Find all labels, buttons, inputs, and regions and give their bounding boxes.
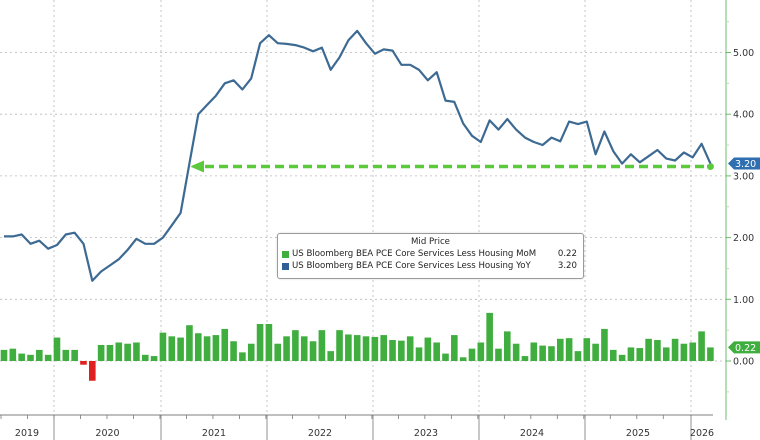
svg-text:3.00: 3.00 bbox=[733, 171, 754, 182]
gridlines bbox=[0, 0, 726, 420]
svg-text:0.00: 0.00 bbox=[733, 357, 754, 368]
y-axis: 0.00 1.00 2.00 3.00 4.00 5.00 3.20 0.22 bbox=[725, 0, 760, 420]
svg-text:0.22: 0.22 bbox=[735, 343, 756, 354]
svg-text:2019: 2019 bbox=[15, 428, 39, 439]
legend-title: Mid Price bbox=[411, 237, 450, 247]
reference-arrow bbox=[190, 160, 714, 173]
svg-text:3.20: 3.20 bbox=[735, 159, 756, 170]
svg-text:1.00: 1.00 bbox=[733, 295, 754, 306]
svg-text:2024: 2024 bbox=[520, 428, 544, 439]
svg-text:2023: 2023 bbox=[414, 428, 438, 439]
x-axis: 2019 2020 2021 2022 2023 2024 2025 2026 bbox=[0, 414, 714, 440]
svg-text:2020: 2020 bbox=[95, 428, 119, 439]
legend-swatch-green bbox=[282, 250, 289, 258]
svg-text:2026: 2026 bbox=[690, 428, 714, 439]
svg-text:2.00: 2.00 bbox=[733, 233, 754, 244]
legend-label: US Bloomberg BEA PCE Core Services Less … bbox=[292, 261, 531, 271]
legend-swatch-blue bbox=[282, 262, 289, 270]
legend: Mid Price US Bloomberg BEA PCE Core Serv… bbox=[277, 233, 584, 279]
svg-text:4.00: 4.00 bbox=[733, 110, 754, 121]
mom-bars bbox=[0, 312, 714, 381]
svg-text:5.00: 5.00 bbox=[733, 48, 754, 59]
legend-value: 3.20 bbox=[557, 261, 577, 271]
legend-item-yoy: US Bloomberg BEA PCE Core Services Less … bbox=[278, 260, 583, 272]
svg-text:2021: 2021 bbox=[202, 428, 226, 439]
svg-text:2022: 2022 bbox=[308, 428, 332, 439]
legend-label: US Bloomberg BEA PCE Core Services Less … bbox=[292, 249, 537, 259]
svg-text:2025: 2025 bbox=[626, 428, 650, 439]
legend-item-mom: US Bloomberg BEA PCE Core Services Less … bbox=[278, 248, 583, 260]
yoy-line bbox=[4, 28, 713, 284]
legend-value: 0.22 bbox=[557, 249, 577, 259]
